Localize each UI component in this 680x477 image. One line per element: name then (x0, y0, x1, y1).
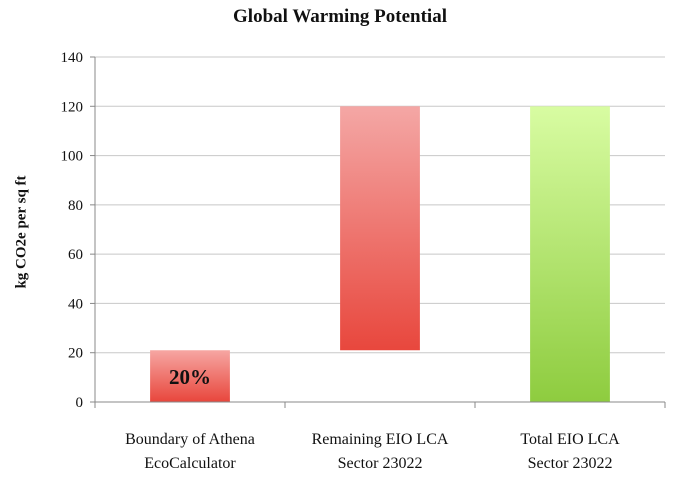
y-tick-label: 0 (76, 395, 84, 411)
y-tick-label: 60 (68, 247, 83, 263)
y-tick-label: 20 (68, 346, 83, 362)
y-tick-label: 40 (68, 296, 83, 312)
x-tick-label: Total EIO LCA Sector 23022 (520, 431, 620, 472)
bar (530, 106, 610, 403)
y-tick-label: 80 (68, 198, 83, 214)
y-tick-label: 120 (61, 99, 84, 115)
chart-title: Global Warming Potential (233, 6, 447, 27)
y-tick-label: 100 (61, 149, 84, 165)
y-tick-label: 140 (61, 50, 84, 66)
bar (340, 106, 420, 351)
bar (150, 350, 230, 402)
x-tick-label: Remaining EIO LCA Sector 23022 (312, 431, 449, 472)
x-tick-label: Boundary of Athena EcoCalculator (125, 431, 255, 472)
bar-data-label: 20% (169, 365, 211, 389)
